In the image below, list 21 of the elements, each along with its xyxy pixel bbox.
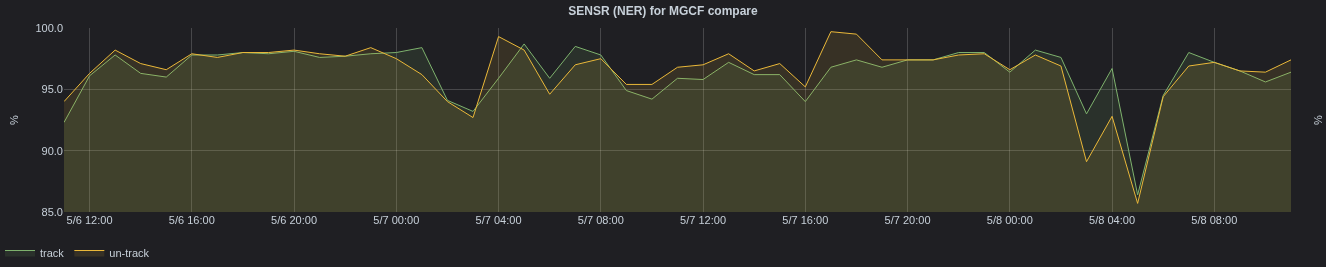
x-tick-label: 5/7 00:00 xyxy=(373,214,420,226)
x-tick-label: 5/8 00:00 xyxy=(986,214,1033,226)
chart-title: SENSR (NER) for MGCF compare xyxy=(568,4,758,19)
x-tick-label: 5/8 08:00 xyxy=(1191,214,1238,226)
x-tick-label: 5/8 04:00 xyxy=(1089,214,1135,226)
legend-label: track xyxy=(40,246,65,259)
legend-label: un-track xyxy=(109,246,150,259)
y-tick-label: 85.0 xyxy=(41,205,63,218)
x-tick-label: 5/7 16:00 xyxy=(782,214,829,226)
x-tick-label: 5/7 04:00 xyxy=(475,214,522,226)
y-axis-title: % xyxy=(1311,114,1324,125)
x-tick-label: 5/6 20:00 xyxy=(271,214,317,226)
x-tick-label: 5/7 20:00 xyxy=(884,214,931,226)
y2-axis-title: % xyxy=(8,114,21,125)
y-tick-label: 95.0 xyxy=(41,83,63,96)
y-tick-label: 90.0 xyxy=(41,144,63,157)
x-tick-label: 5/6 16:00 xyxy=(168,214,215,226)
x-tick-label: 5/6 12:00 xyxy=(66,214,113,226)
y-tick-label: 100.0 xyxy=(35,21,63,34)
x-tick-label: 5/7 08:00 xyxy=(577,214,624,226)
x-tick-label: 5/7 12:00 xyxy=(680,214,726,226)
